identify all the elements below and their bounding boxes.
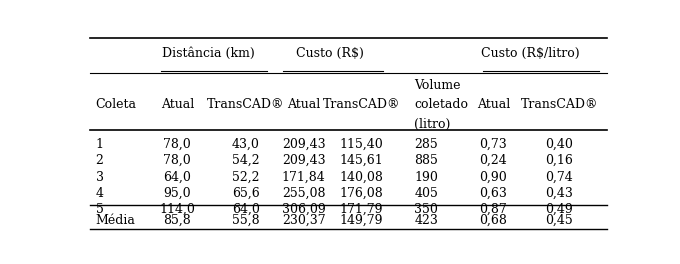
- Text: 0,40: 0,40: [545, 138, 573, 151]
- Text: coletado: coletado: [414, 98, 469, 111]
- Text: 350: 350: [414, 203, 438, 216]
- Text: 64,0: 64,0: [163, 171, 191, 183]
- Text: TransCAD®: TransCAD®: [207, 98, 284, 111]
- Text: 43,0: 43,0: [232, 138, 260, 151]
- Text: Custo (R$): Custo (R$): [296, 46, 364, 59]
- Text: 115,40: 115,40: [340, 138, 384, 151]
- Text: 0,63: 0,63: [479, 187, 507, 200]
- Text: 3: 3: [95, 171, 103, 183]
- Text: (litro): (litro): [414, 118, 451, 131]
- Text: Atual: Atual: [477, 98, 510, 111]
- Text: 176,08: 176,08: [340, 187, 384, 200]
- Text: Coleta: Coleta: [95, 98, 137, 111]
- Text: Atual: Atual: [160, 98, 194, 111]
- Text: 405: 405: [414, 187, 438, 200]
- Text: TransCAD®: TransCAD®: [323, 98, 401, 111]
- Text: 1: 1: [95, 138, 103, 151]
- Text: 64,0: 64,0: [232, 203, 260, 216]
- Text: 78,0: 78,0: [163, 138, 191, 151]
- Text: Volume: Volume: [414, 79, 461, 92]
- Text: 54,2: 54,2: [232, 154, 260, 167]
- Text: 0,90: 0,90: [479, 171, 507, 183]
- Text: 95,0: 95,0: [163, 187, 191, 200]
- Text: 114,0: 114,0: [159, 203, 195, 216]
- Text: 85,8: 85,8: [163, 214, 191, 227]
- Text: TransCAD®: TransCAD®: [521, 98, 598, 111]
- Text: 0,24: 0,24: [479, 154, 507, 167]
- Text: 0,74: 0,74: [545, 171, 573, 183]
- Text: 140,08: 140,08: [340, 171, 384, 183]
- Text: 65,6: 65,6: [232, 187, 260, 200]
- Text: 0,68: 0,68: [479, 214, 507, 227]
- Text: 0,45: 0,45: [545, 214, 573, 227]
- Text: 0,49: 0,49: [545, 203, 573, 216]
- Text: Distância (km): Distância (km): [163, 46, 255, 59]
- Text: 255,08: 255,08: [282, 187, 326, 200]
- Text: 78,0: 78,0: [163, 154, 191, 167]
- Text: 0,87: 0,87: [479, 203, 507, 216]
- Text: 5: 5: [95, 203, 103, 216]
- Text: 230,37: 230,37: [282, 214, 326, 227]
- Text: 0,43: 0,43: [545, 187, 573, 200]
- Text: 55,8: 55,8: [232, 214, 260, 227]
- Text: 171,84: 171,84: [282, 171, 326, 183]
- Text: 190: 190: [414, 171, 438, 183]
- Text: Atual: Atual: [287, 98, 320, 111]
- Text: Custo (R$/litro): Custo (R$/litro): [481, 46, 579, 59]
- Text: 0,73: 0,73: [479, 138, 507, 151]
- Text: 145,61: 145,61: [340, 154, 384, 167]
- Text: 306,09: 306,09: [282, 203, 326, 216]
- Text: Média: Média: [95, 214, 135, 227]
- Text: 423: 423: [414, 214, 438, 227]
- Text: 2: 2: [95, 154, 103, 167]
- Text: 0,16: 0,16: [545, 154, 573, 167]
- Text: 209,43: 209,43: [282, 138, 326, 151]
- Text: 285: 285: [414, 138, 438, 151]
- Text: 171,79: 171,79: [340, 203, 384, 216]
- Text: 149,79: 149,79: [340, 214, 384, 227]
- Text: 52,2: 52,2: [232, 171, 260, 183]
- Text: 209,43: 209,43: [282, 154, 326, 167]
- Text: 885: 885: [414, 154, 438, 167]
- Text: 4: 4: [95, 187, 103, 200]
